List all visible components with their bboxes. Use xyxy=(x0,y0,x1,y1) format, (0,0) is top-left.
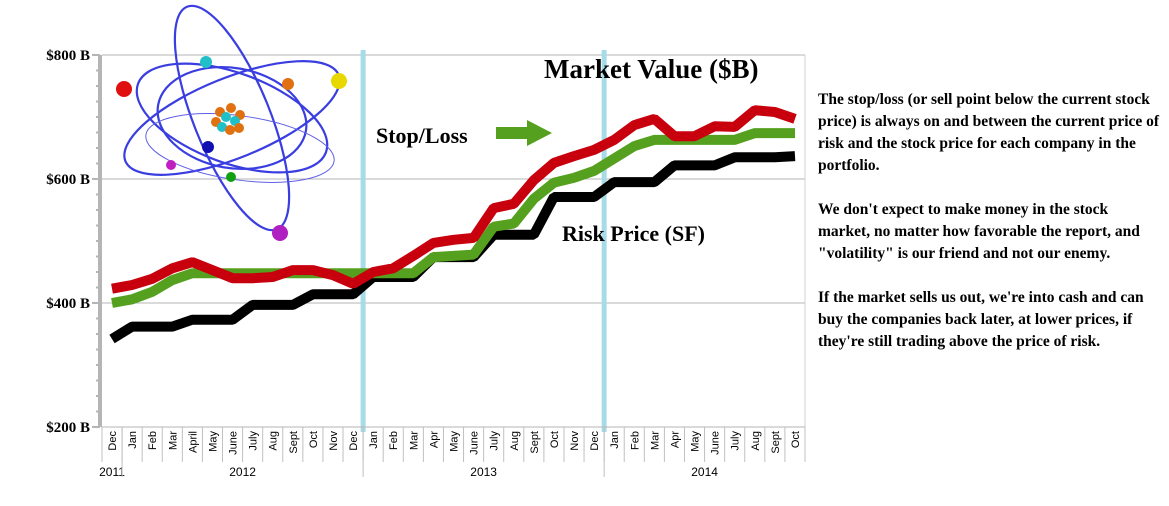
chart-title: Market Value ($B) xyxy=(544,54,758,84)
x-tick-label: July xyxy=(730,431,742,451)
x-tick-label: Oct xyxy=(308,431,320,448)
series-lines xyxy=(109,105,797,344)
x-tick-label: June xyxy=(710,431,722,455)
x-tick-label: Oct xyxy=(549,431,561,448)
market-value-chart: $800 B $600 B $400 B $200 B Dec Jan Feb Mar Apr… xyxy=(46,4,806,479)
note-paragraph: We don't expect to make money in the sto… xyxy=(818,201,1140,262)
stop-loss-arrow-icon xyxy=(496,120,552,146)
year-label: 2014 xyxy=(691,465,718,479)
y-tick-label: $600 B xyxy=(46,172,90,188)
x-tick-label: May xyxy=(690,431,702,452)
y-axis: $800 B $600 B $400 B $200 B xyxy=(46,48,806,436)
x-tick-label: May xyxy=(449,431,461,452)
x-axis: Dec Jan Feb Mar April May June July Aug Sept Oct No… xyxy=(99,426,806,479)
x-tick-label: Oct xyxy=(790,431,802,448)
x-tick-label: June xyxy=(469,431,481,455)
x-tick-label: July xyxy=(489,431,501,451)
x-tick-label: Feb xyxy=(147,431,159,450)
x-tick-label: Nov xyxy=(328,431,340,451)
x-tick-label: May xyxy=(207,431,219,452)
x-tick-label: April xyxy=(187,431,199,453)
x-tick-label: Sept xyxy=(770,431,782,454)
note-paragraph: The stop/loss (or sell point below the c… xyxy=(818,91,1160,174)
y-tick-label: $800 B xyxy=(46,48,90,64)
vertical-markers xyxy=(360,50,607,432)
x-tick-label: Sept xyxy=(529,431,541,454)
x-tick-label: July xyxy=(248,431,260,451)
x-tick-label: Aug xyxy=(750,431,762,451)
x-tick-label: Feb xyxy=(629,431,641,450)
x-tick-label: Dec xyxy=(107,431,119,451)
x-tick-label: Feb xyxy=(388,431,400,450)
x-tick-label: Aug xyxy=(509,431,521,451)
x-tick-label: Jan xyxy=(368,431,380,449)
x-tick-label: Nov xyxy=(569,431,581,451)
note-paragraph: If the market sells us out, we're into c… xyxy=(818,289,1144,350)
x-tick-label: Mar xyxy=(167,431,179,450)
stop-loss-label: Stop/Loss xyxy=(376,123,468,148)
x-tick-label: Jan xyxy=(127,431,139,449)
x-tick-label: Mar xyxy=(408,431,420,450)
y-tick-label: $400 B xyxy=(46,296,90,312)
x-tick-label: June xyxy=(228,431,240,455)
x-tick-label: Mar xyxy=(649,431,661,450)
year-label: 2012 xyxy=(229,465,256,479)
risk-price-label: Risk Price (SF) xyxy=(562,221,705,246)
series-line-market-value xyxy=(111,105,797,294)
x-tick-label: Dec xyxy=(589,431,601,451)
x-tick-label: Apr xyxy=(669,431,681,448)
commentary-panel: The stop/loss (or sell point below the c… xyxy=(818,89,1163,375)
x-tick-label: Apr xyxy=(428,431,440,448)
series-line-risk-price-sf xyxy=(109,151,796,344)
x-tick-label: Jan xyxy=(609,431,621,449)
year-label: 2011 xyxy=(99,465,125,479)
x-tick-label: Sept xyxy=(288,431,300,454)
x-tick-label: Aug xyxy=(268,431,280,451)
y-tick-label: $200 B xyxy=(46,420,90,436)
year-label: 2013 xyxy=(470,465,497,479)
atom-icon xyxy=(116,4,347,241)
x-tick-label: Dec xyxy=(348,431,360,451)
